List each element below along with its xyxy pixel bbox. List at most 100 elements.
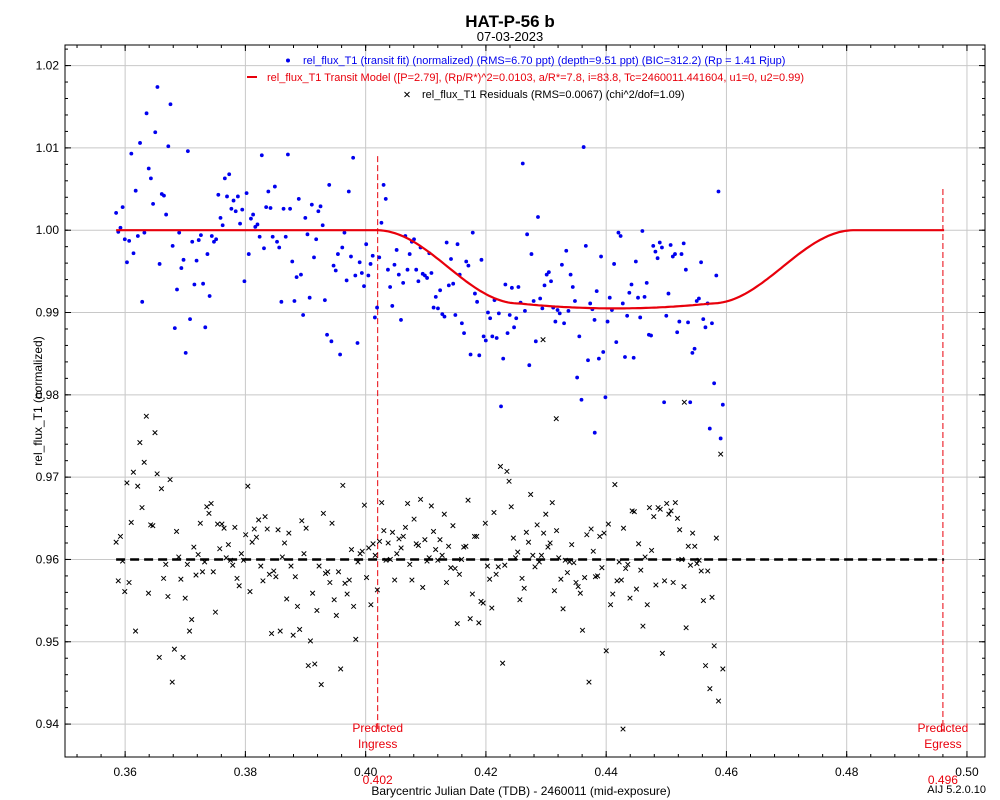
flux-data-point [214,237,219,242]
residual-data-point [320,510,327,517]
flux-data-point [425,276,429,280]
flux-data-point [714,273,719,278]
residual-data-point [702,662,709,669]
flux-data-point [436,306,440,311]
residual-data-point [545,544,551,550]
chart-title: HAT-P-56 b [465,12,554,31]
flux-data-point [353,273,358,278]
flux-data-point [394,248,399,252]
residual-data-point [720,666,726,672]
residual-data-point [268,630,275,637]
residual-data-point [437,537,443,543]
x-tick-label: 0.36 [113,765,137,779]
flux-data-point [601,350,606,354]
residual-data-point [372,552,378,558]
residual-data-point [253,534,260,540]
residual-data-point [126,579,132,586]
flux-data-point [529,252,534,256]
flux-data-point [677,319,682,324]
residual-data-point [251,526,257,532]
flux-data-point [562,321,566,326]
residual-data-point [597,533,603,540]
flux-data-point [340,245,345,250]
residual-data-point [184,561,191,568]
residual-data-point [415,542,422,549]
flux-data-point [118,225,123,230]
flux-data-point [299,272,303,277]
residual-data-point [288,563,294,569]
flux-data-point [364,242,369,247]
residual-data-point [467,616,473,622]
flux-data-point [718,436,723,441]
residual-data-point [208,500,214,507]
flux-data-point [259,153,264,158]
flux-data-point [322,298,327,303]
flux-data-point [607,295,612,300]
grid-lines [65,45,985,757]
flux-data-point [355,341,360,345]
residual-data-point [223,555,229,561]
residual-data-point [294,603,301,610]
flux-data-point [190,239,195,244]
flux-data-point [614,340,619,345]
flux-data-point [431,305,436,310]
flux-data-point [542,283,547,288]
residual-data-point [368,602,374,608]
residual-data-point [590,548,596,554]
flux-data-point [401,280,406,285]
flux-data-point [292,299,297,303]
flux-data-point [399,318,403,322]
residual-data-point [355,559,361,565]
residual-data-point [707,686,713,692]
flux-data-point [240,207,245,212]
residual-data-point [335,569,342,575]
residual-data-point [124,480,130,486]
flux-data-point [144,111,149,116]
residual-data-point [506,478,512,484]
residual-data-point [284,596,290,602]
residual-data-point [439,552,445,558]
flux-data-point [370,253,375,258]
flux-data-point [473,291,477,296]
flux-data-point [140,299,145,304]
flux-data-point [679,252,684,256]
residual-data-point [495,564,501,570]
flux-data-point [560,262,564,267]
flux-data-point [303,215,308,220]
residual-data-point [167,476,173,483]
flux-data-point [573,299,577,303]
residual-data-point [163,561,169,568]
flux-data-point [185,149,190,154]
flux-data-point [309,202,314,207]
residual-data-point [560,606,566,612]
flux-data-point [475,299,479,304]
residual-data-point [486,576,493,582]
flux-data-point [625,313,630,318]
residual-data-point [571,560,577,566]
flux-data-point [599,254,603,259]
flux-data-point [692,346,697,351]
flux-data-point [222,176,227,181]
residual-data-point [230,562,236,568]
flux-data-point [244,191,249,196]
flux-data-point [627,290,632,295]
residual-data-point [383,557,389,563]
residual-data-point [426,555,432,561]
y-tick-label: 1.01 [36,141,60,155]
flux-data-point [316,209,321,214]
residual-data-point [631,509,637,515]
residual-data-point [586,679,592,685]
flux-data-point [444,240,449,245]
flux-data-point [362,284,366,289]
flux-data-point [612,262,616,266]
residual-data-point [424,558,430,564]
residual-data-point [201,559,208,565]
flux-data-point [446,283,451,288]
flux-data-point [462,331,466,335]
residual-data-point [497,463,504,470]
flux-data-point [203,325,208,330]
flux-data-point [392,262,397,267]
residual-data-point [173,528,180,535]
x-tick-label: 0.46 [715,765,739,779]
flux-data-point [549,279,553,284]
